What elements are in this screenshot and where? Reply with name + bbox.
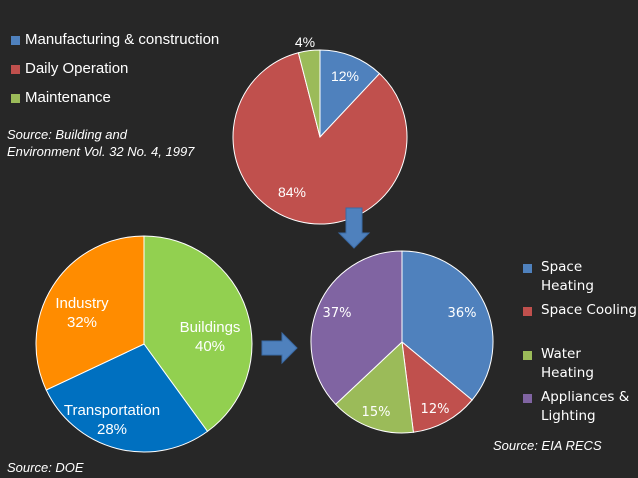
- legend-item-daily-operation: Daily Operation: [11, 60, 128, 77]
- right-arrow-icon: [261, 331, 298, 365]
- legend-label: Space Heating: [541, 259, 594, 294]
- data-label: 37%: [323, 306, 352, 321]
- data-label: 12%: [421, 402, 450, 417]
- legend-label: Daily Operation: [25, 60, 129, 77]
- legend-swatch: [11, 65, 20, 74]
- legend-swatch: [523, 264, 532, 273]
- source-building: Source: Building and Environment Vol. 32…: [7, 126, 194, 160]
- source-doe: Source: DOE: [7, 460, 84, 475]
- legend-label-line1: Appliances &: [541, 389, 630, 405]
- legend-item-water-heating: Water Heating: [523, 345, 638, 383]
- legend-label-line2: Lighting: [541, 408, 596, 424]
- data-label: 15%: [362, 405, 391, 420]
- data-label: 12%: [331, 68, 359, 84]
- source-building-line1: Source: Building and: [7, 127, 127, 142]
- pie-slice-space-heating: [401, 250, 494, 401]
- legend-item-manufacturing: Manufacturing & construction: [11, 31, 219, 48]
- pie-slice-space-cooling: [401, 340, 473, 433]
- data-label: Buildings 40%: [180, 319, 241, 355]
- legend-item-appliances: Appliances & Lighting: [523, 388, 629, 426]
- legend-swatch: [11, 36, 20, 45]
- data-label: Transportation 28%: [64, 402, 160, 438]
- source-building-line2: Environment Vol. 32 No. 4, 1997: [7, 144, 195, 159]
- legend-item-maintenance: Maintenance: [11, 89, 111, 106]
- pie-slice-daily-operation: [232, 52, 408, 225]
- legend-swatch: [11, 94, 20, 103]
- legend-item-space-cooling: Space Cooling: [523, 301, 637, 320]
- data-label: 4%: [295, 34, 315, 50]
- legend-item-space-heating: Space Heating: [523, 258, 638, 296]
- legend-label: Water Heating: [541, 346, 594, 381]
- pie-lifecycle: 12% 84% 4%: [232, 34, 408, 225]
- pie-slice-buildings: [143, 235, 253, 433]
- data-label: 84%: [278, 184, 306, 200]
- data-label: 36%: [448, 306, 477, 321]
- pie-slice-transportation: [45, 343, 209, 453]
- legend-swatch: [523, 351, 532, 360]
- pie-slice-manufacturing-construction: [319, 49, 381, 139]
- pie-slice-appliances-lighting: [310, 250, 403, 406]
- pie-residential-uses: 36% 12% 15% 37%: [310, 250, 494, 434]
- source-eia: Source: EIA RECS: [493, 438, 602, 453]
- legend-label: Maintenance: [25, 89, 111, 106]
- legend-label: Space Cooling: [541, 302, 638, 318]
- pie-slice-maintenance: [297, 49, 321, 138]
- legend-label: Manufacturing & construction: [25, 31, 220, 48]
- down-arrow-icon: [337, 207, 371, 249]
- legend-swatch: [523, 307, 532, 316]
- pie-slice-industry: [35, 235, 145, 391]
- pie-slice-water-heating: [334, 340, 414, 434]
- legend-swatch: [523, 394, 532, 403]
- pie-energy-sectors: Buildings 40% Transportation 28% Industry 32%: [35, 235, 253, 453]
- data-label: Industry 32%: [55, 295, 109, 331]
